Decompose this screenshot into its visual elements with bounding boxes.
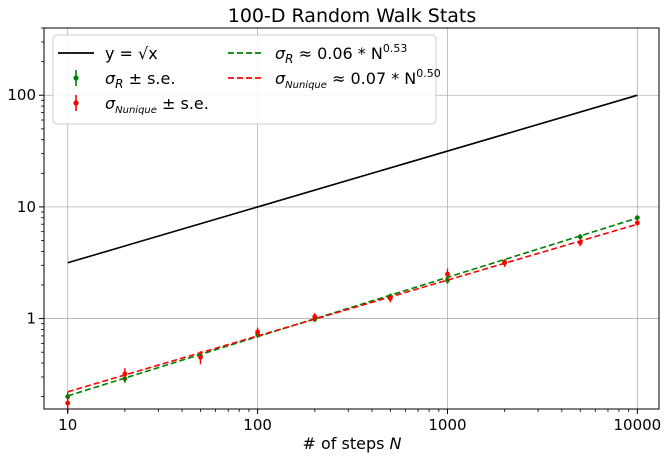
- legend-label: σR ≈ 0.06 * N0.53: [275, 42, 407, 66]
- legend-handle-marker: [73, 100, 79, 106]
- y-tick-label: 1: [26, 310, 36, 328]
- reference-line: [67, 94, 638, 264]
- plot-series: [65, 94, 640, 413]
- legend-label: y = √x: [105, 44, 158, 63]
- data-point: [198, 354, 203, 360]
- data-point: [312, 314, 318, 320]
- fit-line: [67, 217, 638, 397]
- y-tick-label: 10: [17, 198, 36, 216]
- y-tick-label: 100: [7, 86, 36, 104]
- data-point: [65, 400, 71, 406]
- data-point: [634, 220, 640, 226]
- legend-box: [52, 34, 437, 125]
- x-tick-label: 1000: [428, 416, 466, 434]
- x-tick-label: 100: [243, 416, 272, 434]
- legend-label: σNunique ≈ 0.07 * N0.50: [275, 67, 441, 91]
- fit-line: [67, 223, 638, 393]
- x-axis-label: # of steps N: [303, 434, 402, 453]
- axis-ticks: 10 100 1000 10000 1 10 100: [7, 27, 662, 434]
- legend-handle-marker: [73, 75, 79, 81]
- legend-label: σNunique ± s.e.: [105, 94, 209, 116]
- legend-label: σR ± s.e.: [105, 69, 175, 91]
- chart-title: 100-D Random Walk Stats: [228, 5, 477, 27]
- data-point: [445, 271, 450, 277]
- legend: y = √x σR ± s.e. σNunique ± s.e. σR ≈ 0.06 …: [52, 34, 441, 125]
- data-point: [255, 329, 261, 335]
- x-tick-label: 10000: [614, 416, 662, 434]
- plot-frame: [43, 27, 660, 410]
- x-tick-label: 10: [58, 416, 77, 434]
